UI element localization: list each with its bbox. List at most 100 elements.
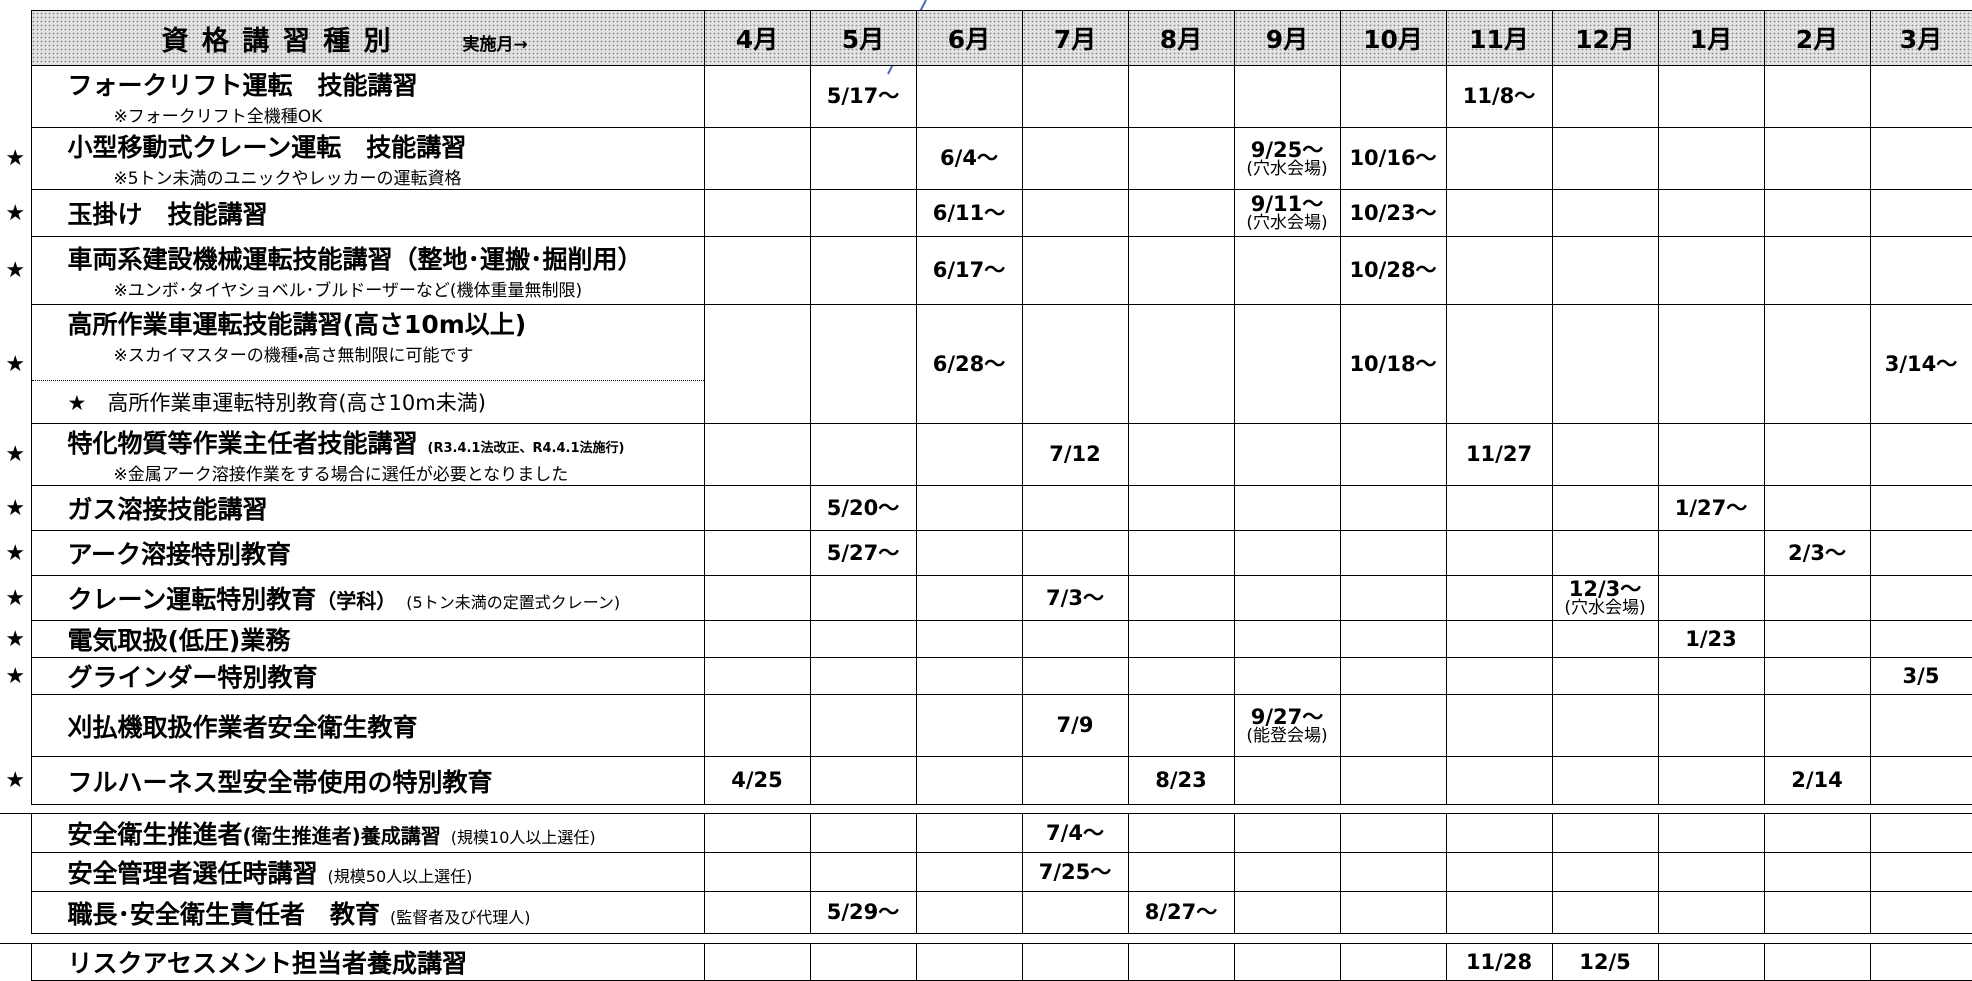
month-header: 12月 bbox=[1551, 10, 1659, 66]
date-cell bbox=[1339, 943, 1447, 981]
star-mark: ★ bbox=[5, 442, 26, 467]
star-cell bbox=[0, 892, 31, 934]
course-row: 安全衛生推進者(衛生推進者)養成講習 (規模10人以上選任) 7/4～ bbox=[0, 813, 1972, 853]
course-name-line: 玉掛け 技能講習 bbox=[68, 195, 704, 231]
date-cell: 3/14～ bbox=[1869, 304, 1972, 424]
date-cell bbox=[1551, 620, 1659, 658]
date: 12/3～ bbox=[1568, 577, 1642, 602]
star-cell bbox=[0, 695, 31, 757]
date-cell: 6/28～ bbox=[915, 304, 1023, 424]
course-name-line: 職長･安全衛生責任者 教育 (監督者及び代理人) bbox=[68, 895, 704, 931]
course-name-line: リスクアセスメント担当者養成講習 bbox=[67, 945, 704, 980]
course-name-line: 電気取扱(低圧)業務 bbox=[68, 622, 704, 657]
course-note: ※スカイマスターの機種・高さ無制限に可能です bbox=[113, 346, 474, 366]
date-cell bbox=[1551, 694, 1659, 757]
group-gap bbox=[0, 804, 1972, 814]
date-cell: 2/3～ bbox=[1763, 530, 1871, 576]
date-cell bbox=[703, 575, 811, 621]
date-cell bbox=[1127, 694, 1235, 757]
date-cell: 7/3～ bbox=[1021, 575, 1129, 621]
date-cell bbox=[1551, 189, 1659, 237]
date-cell bbox=[1021, 756, 1129, 805]
course-name-line: クレーン運転特別教育（学科） (5トン未満の定置式クレーン) bbox=[68, 580, 704, 616]
date-cell bbox=[1233, 943, 1341, 981]
date-cell bbox=[1657, 756, 1765, 805]
date-cell bbox=[1869, 127, 1972, 190]
date-cell bbox=[703, 423, 811, 486]
date: 10/23～ bbox=[1349, 200, 1437, 225]
date-cell bbox=[809, 943, 917, 981]
star-cell: ★ bbox=[0, 757, 31, 805]
date-cell bbox=[1339, 530, 1447, 576]
course-row: ★ 玉掛け 技能講習 6/11～ 9/11～ (穴水会場) 10/23～ bbox=[0, 189, 1972, 237]
star-cell: ★ bbox=[0, 237, 31, 305]
date: 3/5 bbox=[1902, 663, 1940, 688]
month-header: 5月 bbox=[809, 10, 917, 66]
course-name: アーク溶接特別教育 bbox=[67, 540, 292, 569]
date-cell bbox=[1551, 485, 1659, 531]
star-mark: ★ bbox=[5, 351, 26, 377]
course-name-small: (監督者及び代理人) bbox=[390, 907, 531, 927]
date-cell bbox=[1763, 127, 1871, 190]
date-cell bbox=[1233, 852, 1341, 892]
date-cell bbox=[1657, 657, 1765, 695]
course-name-small: (R3.4.1法改正、R4.4.1法施行) bbox=[427, 441, 625, 456]
star-mark: ★ bbox=[5, 146, 26, 171]
date-cell: 5/27～ bbox=[809, 530, 917, 576]
date-cell bbox=[1763, 423, 1871, 486]
date-cell bbox=[1021, 236, 1129, 305]
course-name: リスクアセスメント担当者養成講習 bbox=[67, 949, 468, 978]
gap-cell bbox=[0, 933, 1972, 944]
star-cell: ★ bbox=[0, 424, 31, 486]
course-name-line: グラインダー特別教育 bbox=[68, 659, 704, 694]
date: 7/4～ bbox=[1046, 820, 1104, 845]
month-header: 10月 bbox=[1339, 10, 1447, 66]
date: 7/12 bbox=[1049, 442, 1101, 467]
star-cell: ★ bbox=[0, 576, 31, 621]
date-cell bbox=[1339, 65, 1447, 128]
date-cell bbox=[1127, 620, 1235, 658]
course-row: フォークリフト運転 技能講習 ※フォークリフト全機種OK 5/17～ 11/8～ bbox=[0, 65, 1972, 128]
month-header: 7月 bbox=[1021, 10, 1129, 66]
date-cell bbox=[809, 423, 917, 486]
date-cell bbox=[1445, 304, 1553, 424]
date: 1/23 bbox=[1685, 626, 1737, 651]
date-cell: 10/16～ bbox=[1339, 127, 1447, 190]
date-cell bbox=[703, 694, 811, 757]
date-cell bbox=[1657, 189, 1765, 237]
course-name-mid: (衛生推進者)養成講習 bbox=[242, 824, 441, 848]
date-cell bbox=[809, 813, 917, 853]
course-name: 玉掛け 技能講習 bbox=[67, 200, 268, 229]
course-row: ★ 特化物質等作業主任者技能講習 (R3.4.1法改正、R4.4.1法施行) ※金属ア… bbox=[0, 423, 1972, 486]
date-cell: 10/18～ bbox=[1339, 304, 1447, 424]
date-cell bbox=[1445, 575, 1553, 621]
date-cell bbox=[1021, 891, 1129, 934]
course-name: フォークリフト運転 技能講習 bbox=[67, 71, 418, 100]
venue: (穴水会場) bbox=[1564, 598, 1646, 619]
date: 11/27 bbox=[1465, 442, 1533, 467]
date: 5/27～ bbox=[826, 540, 900, 565]
date-cell bbox=[1869, 65, 1972, 128]
date-cell: 12/5 bbox=[1551, 943, 1659, 981]
date-cell bbox=[915, 943, 1023, 981]
date-cell: 1/23 bbox=[1657, 620, 1765, 658]
date-cell bbox=[1869, 620, 1972, 658]
month-header: 9月 bbox=[1233, 10, 1341, 66]
date-cell: 5/29～ bbox=[809, 891, 917, 934]
date: 7/25～ bbox=[1038, 859, 1112, 884]
course-row: ★ ガス溶接技能講習 5/20～ 1/27～ bbox=[0, 485, 1972, 531]
date-cell bbox=[1339, 813, 1447, 853]
date-cell bbox=[915, 575, 1023, 621]
date-cell bbox=[1869, 189, 1972, 237]
star-cell bbox=[0, 66, 31, 128]
star-cell: ★ bbox=[0, 658, 31, 695]
date: 5/20～ bbox=[826, 495, 900, 520]
date: 11/28 bbox=[1465, 949, 1533, 974]
date-cell: 6/4～ bbox=[915, 127, 1023, 190]
date-cell bbox=[915, 620, 1023, 658]
date-cell bbox=[1233, 620, 1341, 658]
date: 2/3～ bbox=[1788, 540, 1846, 565]
date-cell bbox=[1869, 943, 1972, 981]
course-name: 小型移動式クレーン運転 技能講習 bbox=[67, 133, 467, 162]
star-cell: ★ bbox=[0, 621, 31, 658]
